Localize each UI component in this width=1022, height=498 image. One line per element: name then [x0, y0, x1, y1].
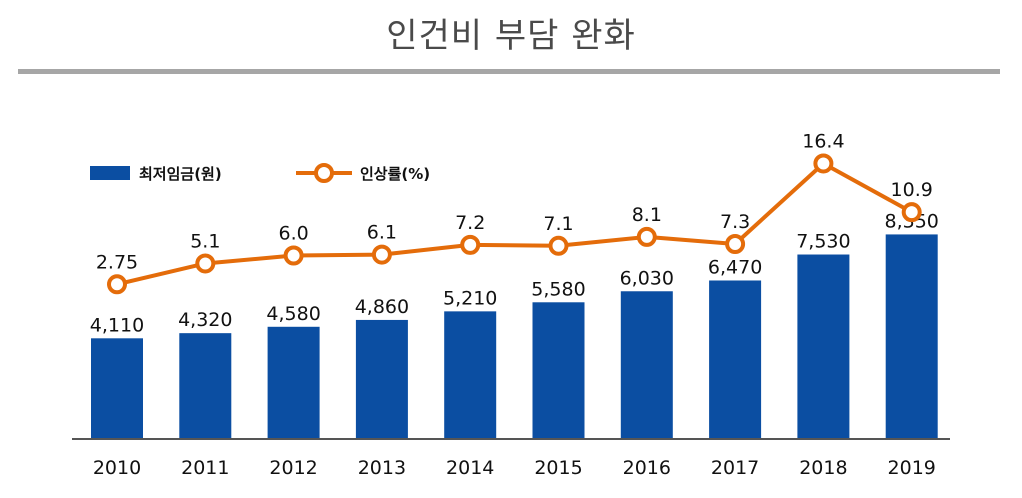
rate-marker-2016	[636, 226, 657, 247]
bar-2018	[797, 254, 850, 439]
x-tick-label: 2010	[93, 457, 141, 479]
rate-marker-2019	[901, 202, 922, 223]
x-tick-label: 2014	[446, 457, 494, 479]
rate-value-label: 5.1	[190, 230, 220, 252]
bar-value-label: 6,030	[620, 267, 674, 289]
x-tick-label: 2015	[534, 457, 582, 479]
bar-value-label: 4,580	[266, 303, 320, 325]
rate-marker-2018	[813, 153, 834, 174]
rate-value-label: 6.0	[278, 223, 308, 245]
rate-value-label: 10.9	[891, 179, 933, 201]
rate-value-label: 7.2	[455, 212, 485, 234]
x-tick-label: 2012	[269, 457, 317, 479]
x-tick-label: 2017	[711, 457, 759, 479]
legend-bar-swatch	[90, 166, 130, 180]
rate-value-label: 8.1	[632, 204, 662, 226]
rate-value-label: 6.1	[367, 222, 397, 244]
rate-marker-2014	[460, 234, 481, 255]
bar-value-label: 4,110	[90, 314, 144, 336]
bar-2016	[620, 291, 673, 439]
rate-value-label: 7.1	[543, 213, 573, 235]
bar-value-label: 4,860	[355, 296, 409, 318]
bar-2015	[532, 302, 585, 439]
bar-value-label: 4,320	[178, 309, 232, 331]
bar-2011	[179, 333, 232, 439]
bar-value-label: 6,470	[708, 256, 762, 278]
bar-2013	[355, 319, 408, 439]
rate-marker-2012	[283, 245, 304, 266]
rate-line	[116, 161, 913, 287]
rate-marker-2015	[548, 235, 569, 256]
bar-2019	[885, 234, 938, 439]
legend: 최저임금(원) 인상률(%)	[90, 163, 430, 183]
x-tick-label: 2018	[799, 457, 847, 479]
legend-line-label: 인상률(%)	[360, 165, 430, 183]
bar-2017	[709, 280, 762, 439]
legend-line-marker	[314, 163, 334, 183]
rate-value-label: 16.4	[802, 130, 844, 152]
rate-marker-2010	[107, 274, 127, 295]
rate-marker-2011	[195, 253, 216, 274]
bar-2010	[91, 338, 143, 439]
rate-value-label: 2.75	[96, 251, 138, 273]
bar-2012	[267, 326, 320, 439]
x-tick-label: 2016	[623, 457, 671, 479]
bar-value-label: 5,580	[531, 278, 585, 300]
chart-title: 인건비 부담 완화	[386, 16, 636, 56]
bar-2014	[444, 311, 497, 439]
bar-value-label: 7,530	[796, 231, 850, 253]
rate-marker-2013	[371, 244, 392, 265]
bar-value-label: 5,210	[443, 287, 497, 309]
legend-bar-label: 최저임금(원)	[139, 165, 222, 183]
rate-marker-2017	[725, 233, 746, 254]
title-divider	[18, 69, 1000, 74]
x-tick-label: 2019	[888, 457, 936, 479]
x-tick-label: 2011	[181, 457, 229, 479]
rate-value-label: 7.3	[720, 211, 750, 233]
x-tick-label: 2013	[358, 457, 406, 479]
